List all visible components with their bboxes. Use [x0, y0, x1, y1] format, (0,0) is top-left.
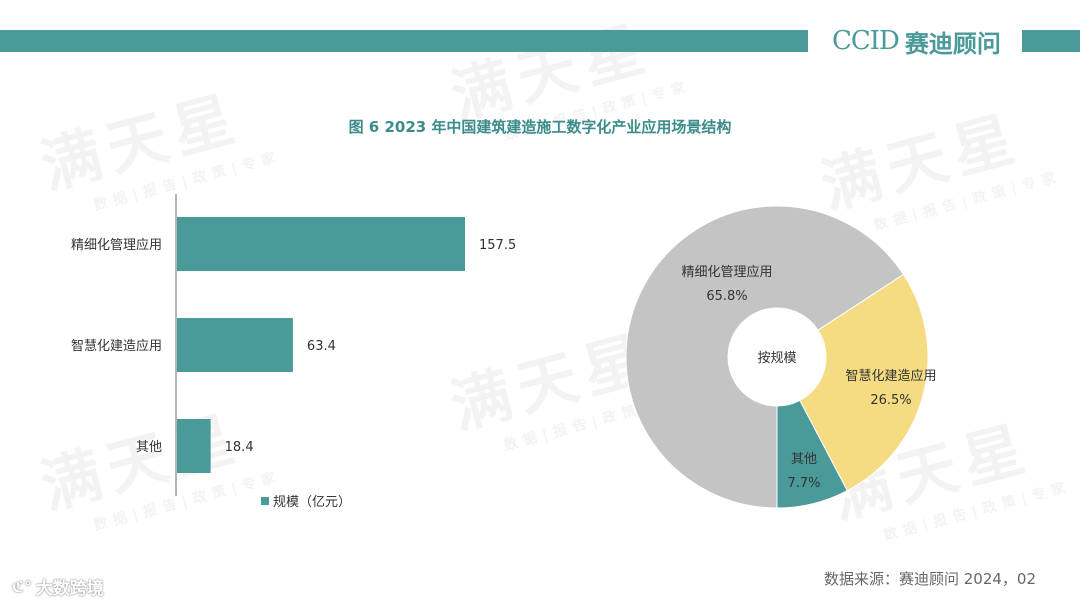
bar: [177, 318, 293, 372]
bar-value-label: 18.4: [225, 440, 254, 455]
bar-value-label: 157.5: [479, 238, 516, 253]
bar-chart: 精细化管理应用 157.5 智慧化建造应用 63.4 其他 18.4 规模（亿元）: [71, 194, 516, 510]
donut-center-label: 按规模: [757, 351, 796, 366]
donut-slice-label: 精细化管理应用: [681, 264, 772, 280]
header-bar-left: [0, 30, 808, 52]
ccid-logo: CCID 赛迪顾问: [832, 24, 1001, 58]
donut-slice: [625, 205, 905, 509]
donut-chart: 精细化管理应用 65.8% 智慧化建造应用 26.5% 其他 7.7% 按规模: [625, 205, 937, 509]
logo-mark: CCID: [832, 26, 900, 56]
donut-slice-label: 其他: [791, 452, 817, 467]
donut-slice-percent: 7.7%: [787, 476, 820, 491]
logo-text: 赛迪顾问: [904, 28, 1001, 58]
data-source: 数据来源：赛迪顾问 2024，02: [823, 570, 1036, 588]
bar-category-label: 精细化管理应用: [71, 237, 162, 253]
donut-slice-percent: 26.5%: [870, 393, 911, 408]
bar-category-label: 智慧化建造应用: [71, 338, 162, 354]
legend-label: 规模（亿元）: [273, 495, 351, 510]
chart-title: 图 6 2023 年中国建筑建造施工数字化产业应用场景结构: [348, 118, 732, 136]
bar: [177, 419, 211, 473]
donut-slice-percent: 65.8%: [706, 289, 747, 304]
donut-slice-label: 智慧化建造应用: [845, 368, 936, 384]
bar: [177, 217, 465, 271]
header-bar-right: [1022, 30, 1080, 52]
legend-swatch: [261, 497, 269, 505]
donut-slice: [776, 399, 848, 509]
bar-category-label: 其他: [136, 440, 162, 455]
brand-icon: ℭ°: [12, 577, 32, 596]
bar-value-label: 63.4: [307, 339, 336, 354]
footer-brand: ℭ° 大数跨境: [12, 574, 104, 600]
brand-text: 大数跨境: [35, 579, 104, 599]
donut-slice: [799, 273, 929, 492]
